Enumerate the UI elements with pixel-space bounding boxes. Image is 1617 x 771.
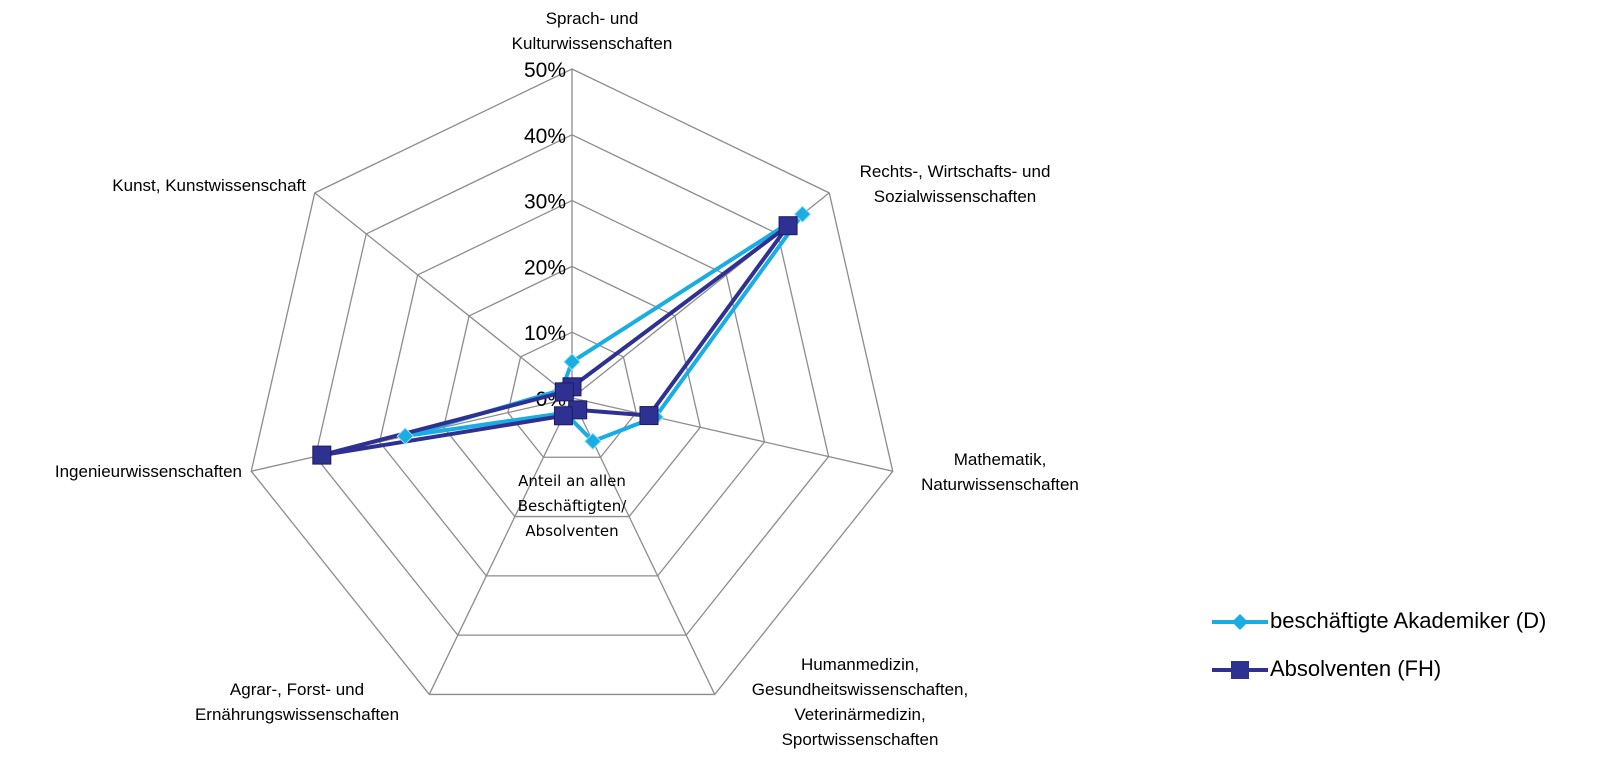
legend-item: beschäftigte Akademiker (D)	[1210, 608, 1570, 634]
y-tick-label: 40%	[524, 125, 566, 148]
grid-ring	[250, 68, 894, 696]
y-tick-label: 30%	[524, 191, 566, 214]
annotation: Anteil an allen Beschäftigten/Absolventen	[518, 472, 627, 540]
marker	[584, 432, 602, 450]
axis-spoke	[314, 192, 573, 399]
series-line	[403, 212, 805, 444]
category-label: Ingenieurwissenschaften	[55, 462, 242, 481]
category-label: Humanmedizin, Gesundheitswissenschaften, V…	[752, 655, 968, 749]
marker	[312, 445, 332, 465]
legend-marker	[1232, 614, 1248, 630]
marker	[563, 353, 581, 371]
category-label: Sprach- und Kulturwissenschaften	[512, 9, 673, 53]
grid-ring	[507, 331, 637, 458]
category-label: Agrar-, Forst- und Ernährungswissenschaft…	[195, 680, 399, 724]
marker	[396, 427, 414, 445]
marker	[554, 382, 574, 402]
axis-spoke	[571, 397, 716, 695]
category-label: Rechts-, Wirtschafts- und Sozialwissensch…	[860, 162, 1051, 206]
y-tick-label: 10%	[524, 322, 566, 345]
legend: beschäftigte Akademiker (D) Absolventen (…	[1210, 608, 1570, 704]
marker	[793, 205, 812, 223]
grid-ring	[442, 265, 702, 518]
grid-ring	[314, 134, 830, 636]
marker	[639, 406, 659, 426]
category-label: Kunst, Kunstwissenschaft	[112, 176, 306, 195]
marker	[778, 216, 798, 236]
legend-label: beschäftigte Akademiker (D)	[1270, 608, 1547, 633]
y-tick-label: 20%	[524, 256, 566, 279]
axis-spoke	[571, 397, 893, 472]
legend-marker	[1231, 661, 1249, 679]
legend-swatch	[1212, 614, 1268, 630]
marker	[553, 406, 573, 426]
y-tick-label: 50%	[524, 59, 566, 82]
legend-label: Absolventen (FH)	[1270, 656, 1442, 681]
legend-item: Absolventen (FH)	[1210, 656, 1570, 682]
axis-spoke	[428, 397, 573, 695]
category-label: Mathematik, Naturwissenschaften	[921, 450, 1079, 494]
legend-swatch	[1212, 661, 1268, 679]
